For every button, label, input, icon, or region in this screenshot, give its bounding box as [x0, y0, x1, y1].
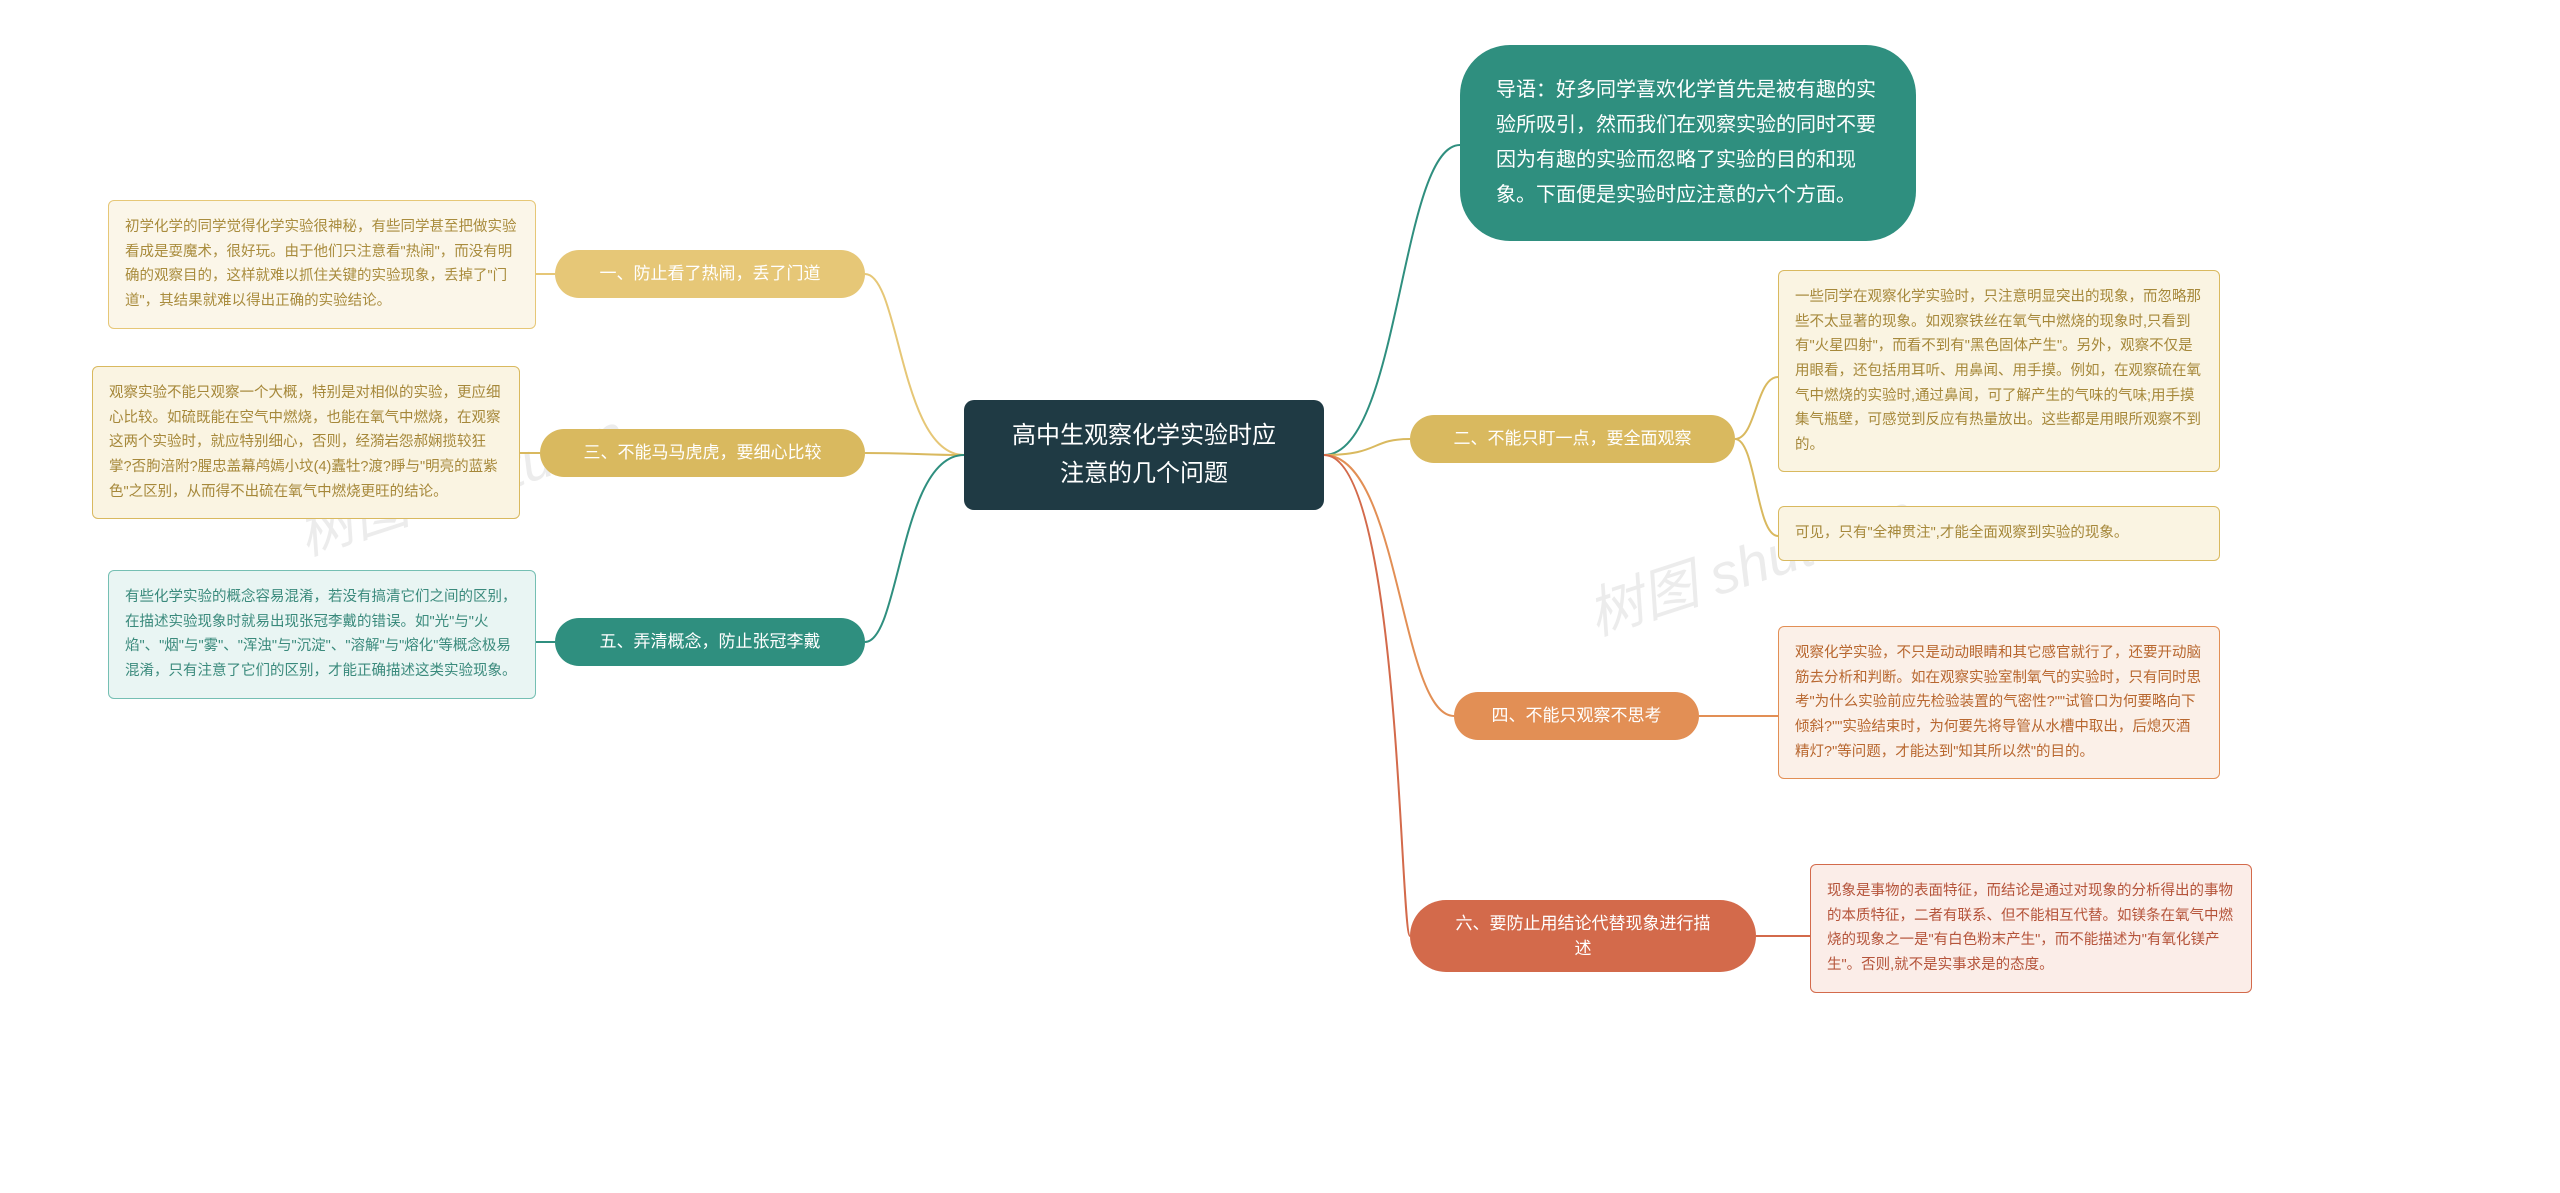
branch-4-detail-text: 观察化学实验，不只是动动眼睛和其它感官就行了，还要开动脑筋去分析和判断。如在观察… — [1795, 641, 2203, 764]
branch-5-detail-text: 有些化学实验的概念容易混淆，若没有搞清它们之间的区别，在描述实验现象时就易出现张… — [125, 585, 519, 684]
branch-4: 四、不能只观察不思考 — [1454, 692, 1699, 740]
branch-3-detail: 观察实验不能只观察一个大概，特别是对相似的实验，更应细心比较。如硫既能在空气中燃… — [92, 366, 520, 519]
branch-6: 六、要防止用结论代替现象进行描 述 — [1410, 900, 1756, 972]
intro-node: 导语：好多同学喜欢化学首先是被有趣的实验所吸引，然而我们在观察实验的同时不要因为… — [1460, 45, 1916, 241]
branch-2-detail-a: 一些同学在观察化学实验时，只注意明显突出的现象，而忽略那些不太显著的现象。如观察… — [1778, 270, 2220, 472]
branch-5-label: 五、弄清概念，防止张冠李戴 — [600, 629, 821, 655]
center-topic-text: 高中生观察化学实验时应 注意的几个问题 — [1012, 417, 1276, 494]
branch-2-label: 二、不能只盯一点，要全面观察 — [1454, 426, 1692, 452]
branch-2-detail-b-text: 可见，只有"全神贯注",才能全面观察到实验的现象。 — [1795, 521, 2128, 546]
branch-5: 五、弄清概念，防止张冠李戴 — [555, 618, 865, 666]
branch-3: 三、不能马马虎虎，要细心比较 — [540, 429, 865, 477]
branch-1-label: 一、防止看了热闹，丢了门道 — [600, 261, 821, 287]
branch-1-detail: 初学化学的同学觉得化学实验很神秘，有些同学甚至把做实验看成是耍魔术，很好玩。由于… — [108, 200, 536, 329]
intro-text: 导语：好多同学喜欢化学首先是被有趣的实验所吸引，然而我们在观察实验的同时不要因为… — [1496, 73, 1880, 213]
mindmap-canvas: 树图 shutu.cn 树图 shutu.cn 高中生观察化学实验时应 注意的几… — [0, 0, 2560, 1193]
branch-4-detail: 观察化学实验，不只是动动眼睛和其它感官就行了，还要开动脑筋去分析和判断。如在观察… — [1778, 626, 2220, 779]
branch-6-label: 六、要防止用结论代替现象进行描 述 — [1456, 911, 1711, 962]
branch-3-detail-text: 观察实验不能只观察一个大概，特别是对相似的实验，更应细心比较。如硫既能在空气中燃… — [109, 381, 503, 504]
branch-3-label: 三、不能马马虎虎，要细心比较 — [584, 440, 822, 466]
branch-6-detail-text: 现象是事物的表面特征，而结论是通过对现象的分析得出的事物的本质特征，二者有联系、… — [1827, 879, 2235, 978]
branch-1-detail-text: 初学化学的同学觉得化学实验很神秘，有些同学甚至把做实验看成是耍魔术，很好玩。由于… — [125, 215, 519, 314]
branch-1: 一、防止看了热闹，丢了门道 — [555, 250, 865, 298]
branch-4-label: 四、不能只观察不思考 — [1492, 703, 1662, 729]
center-topic: 高中生观察化学实验时应 注意的几个问题 — [964, 400, 1324, 510]
branch-2-detail-b: 可见，只有"全神贯注",才能全面观察到实验的现象。 — [1778, 506, 2220, 561]
branch-5-detail: 有些化学实验的概念容易混淆，若没有搞清它们之间的区别，在描述实验现象时就易出现张… — [108, 570, 536, 699]
branch-2-detail-a-text: 一些同学在观察化学实验时，只注意明显突出的现象，而忽略那些不太显著的现象。如观察… — [1795, 285, 2203, 457]
branch-2: 二、不能只盯一点，要全面观察 — [1410, 415, 1735, 463]
branch-6-detail: 现象是事物的表面特征，而结论是通过对现象的分析得出的事物的本质特征，二者有联系、… — [1810, 864, 2252, 993]
